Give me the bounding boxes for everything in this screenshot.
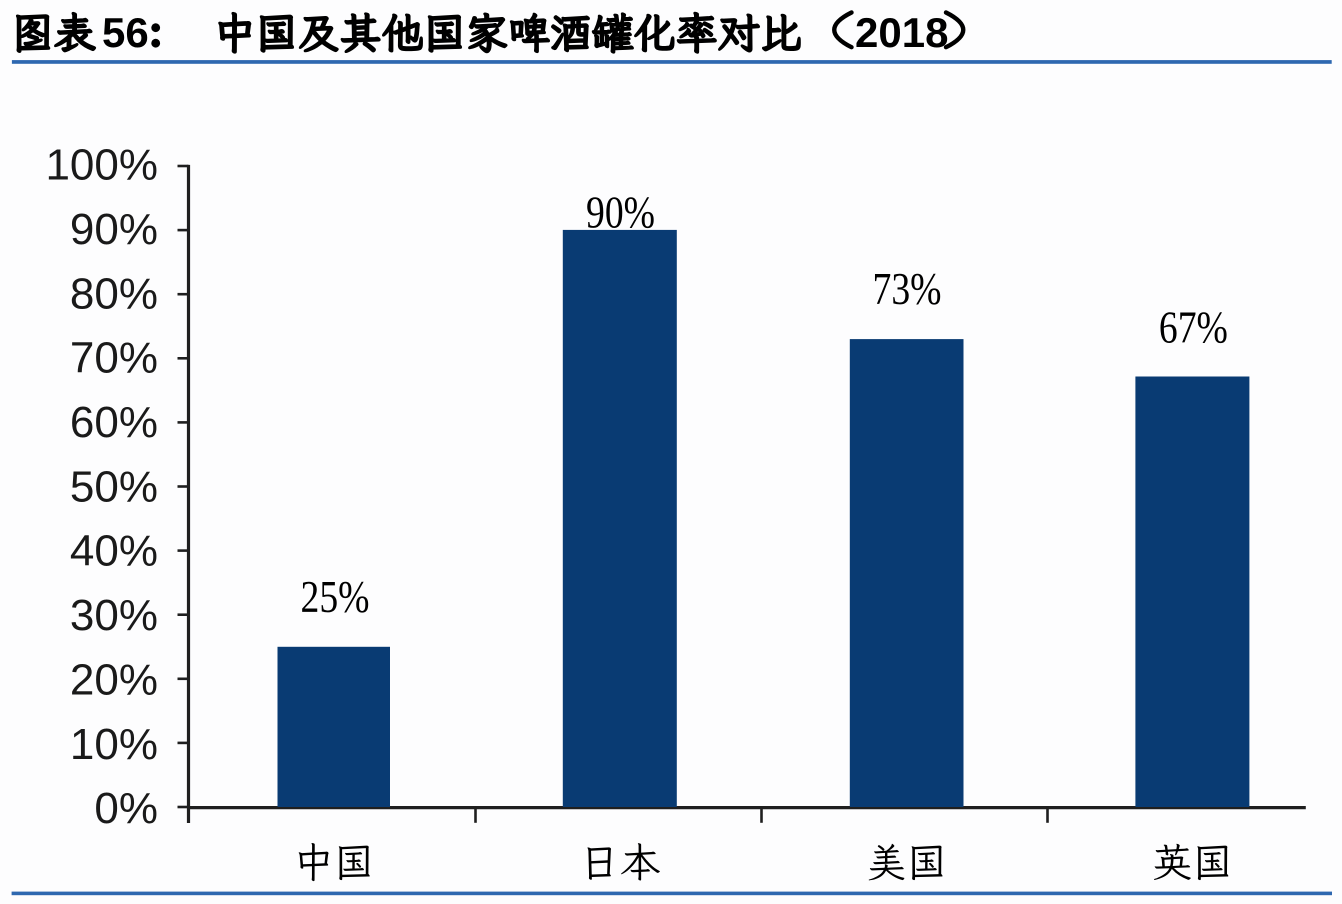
svg-text:56: 56 [102,9,149,56]
svg-text:50%: 50% [70,462,158,511]
svg-text:90%: 90% [70,205,158,254]
svg-text:70%: 70% [70,334,158,383]
svg-text:60%: 60% [70,398,158,447]
svg-text:90%: 90% [586,188,655,238]
svg-text:67%: 67% [1159,303,1228,353]
svg-text:25%: 25% [301,572,370,622]
svg-text:20%: 20% [70,655,158,704]
svg-text:2018: 2018 [855,9,948,56]
svg-text:73%: 73% [873,264,942,314]
svg-text:100%: 100% [45,141,158,190]
svg-text:30%: 30% [70,591,158,640]
svg-text:0%: 0% [94,784,158,833]
svg-text:80%: 80% [70,269,158,318]
svg-text:40%: 40% [70,527,158,576]
svg-text:10%: 10% [70,720,158,769]
